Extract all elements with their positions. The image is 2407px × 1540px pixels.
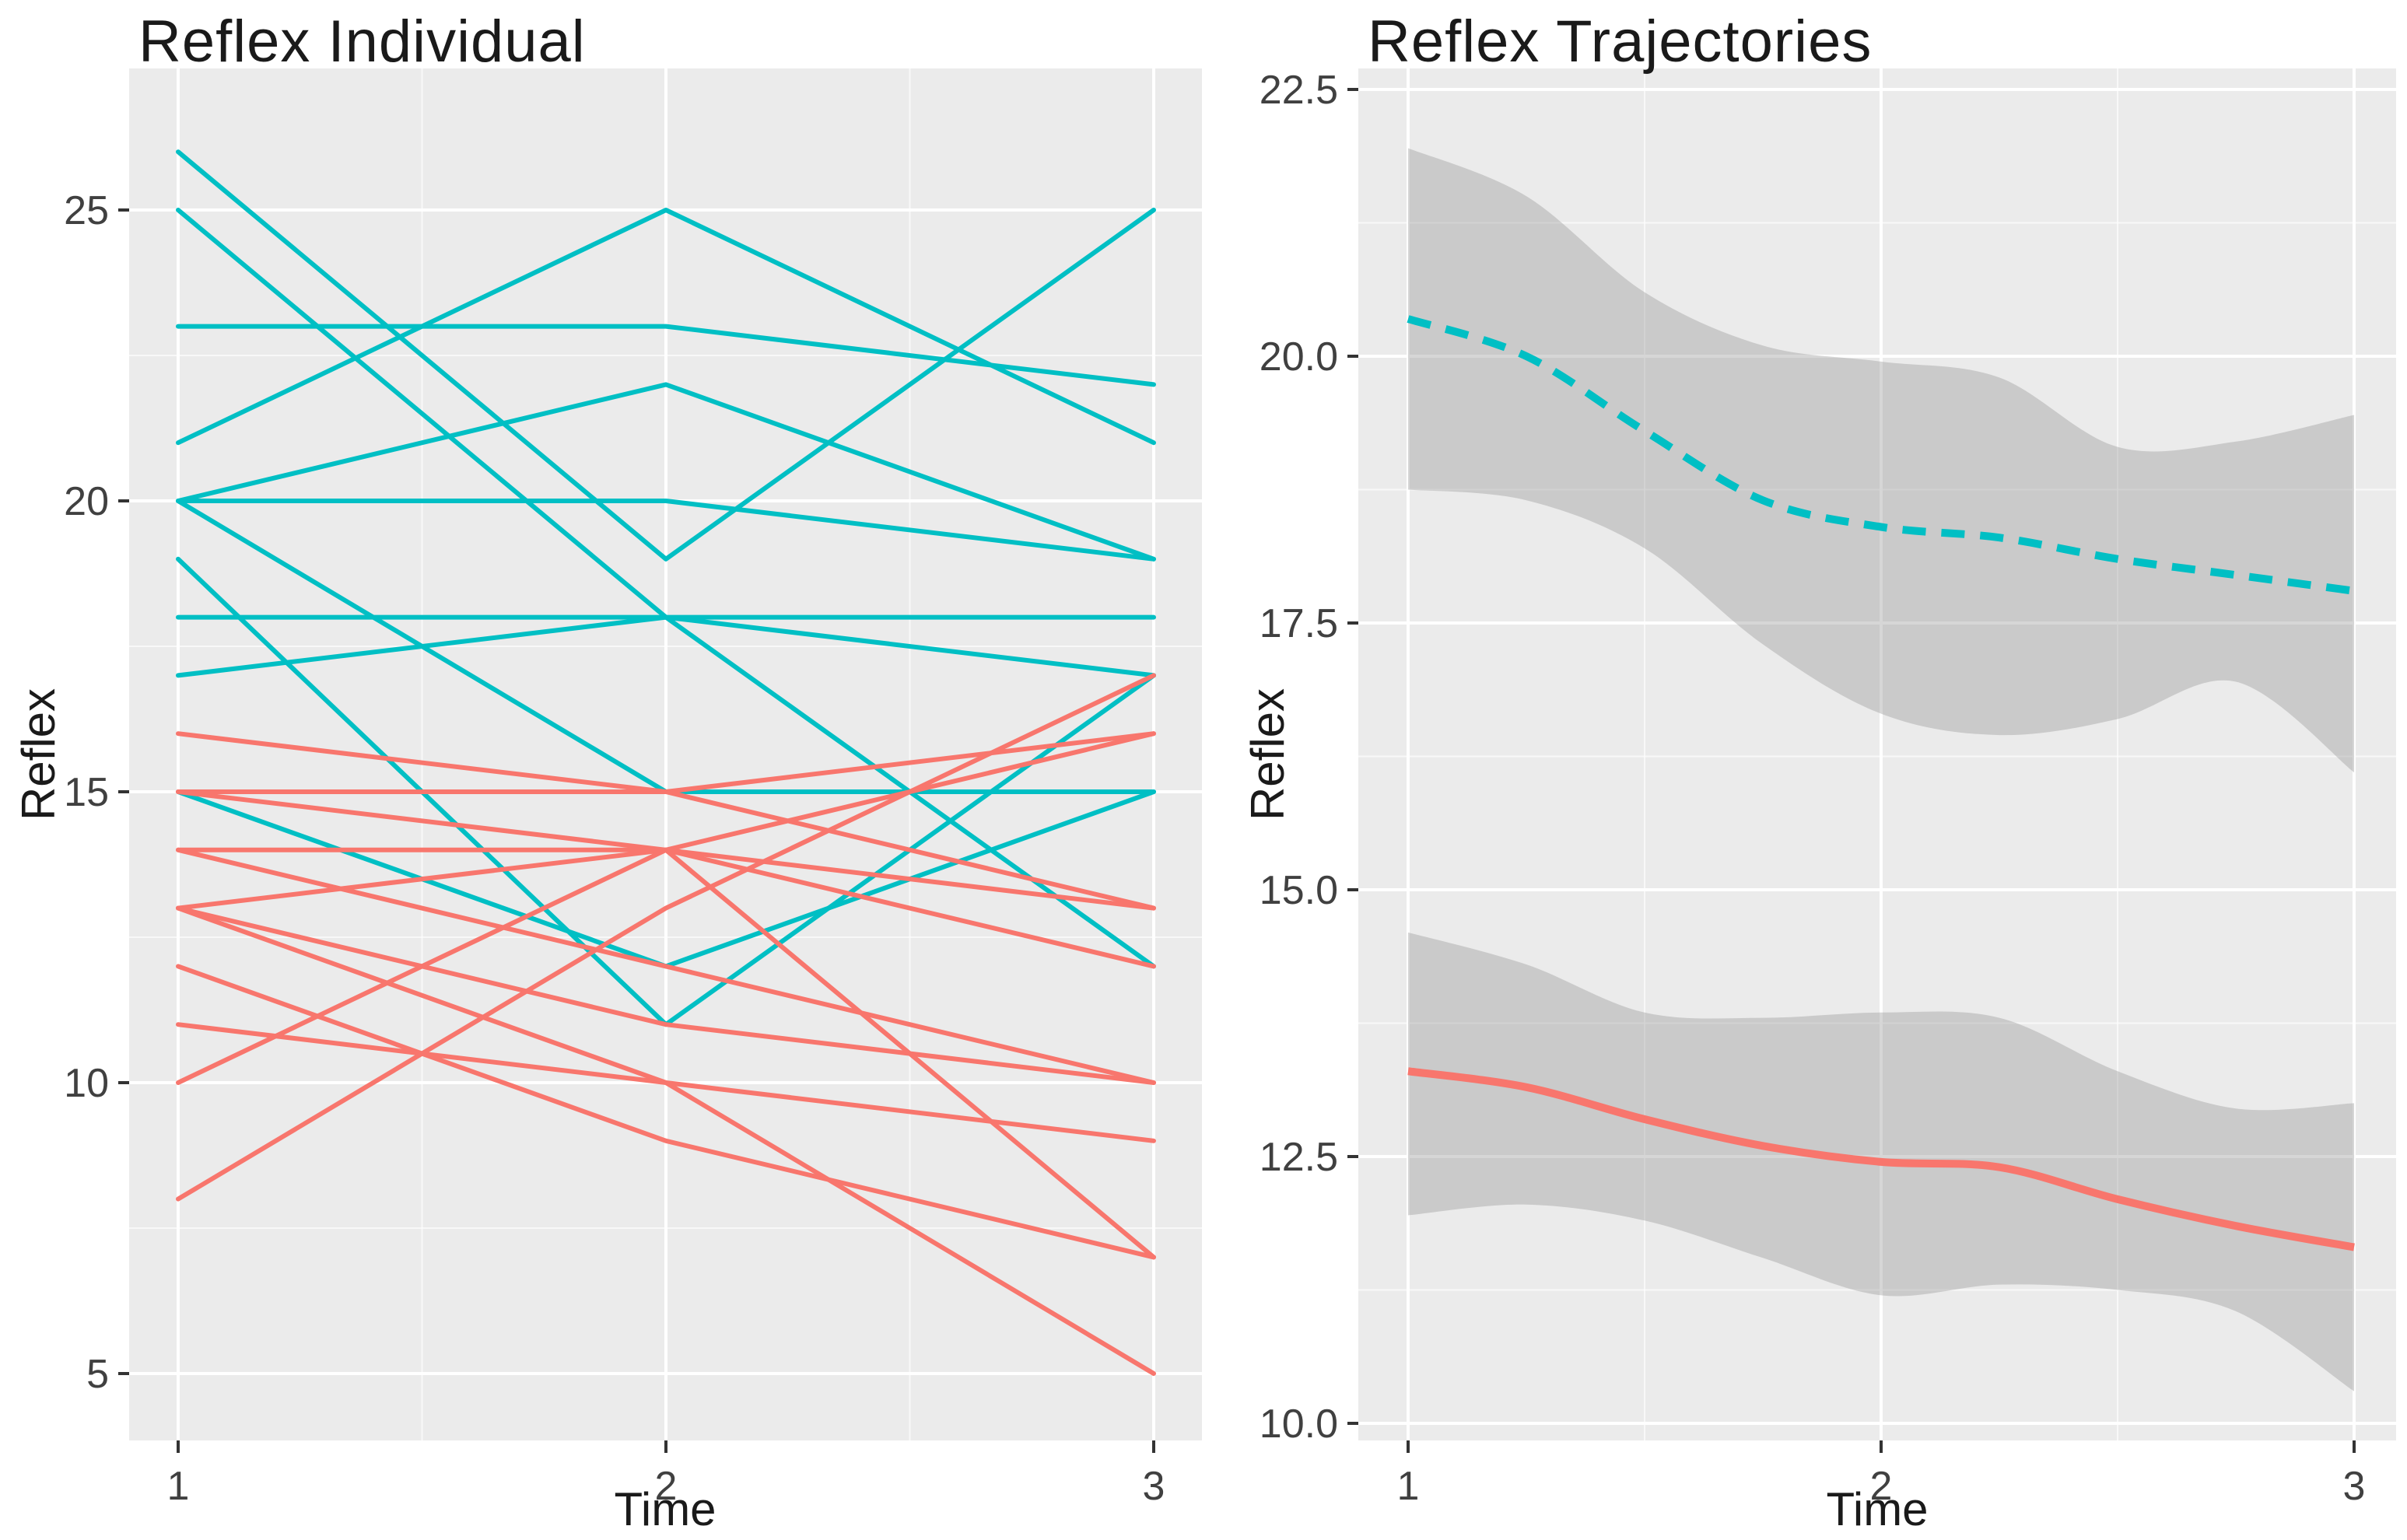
individual-trajectory-red: [176, 964, 1156, 1260]
y-tick-label: 25: [64, 188, 109, 233]
x-tick-label: 3: [1143, 1464, 1165, 1509]
y-tick-label: 20.0: [1260, 334, 1338, 380]
y-axis-title-right: Reflex: [1242, 688, 1294, 821]
individual-trajectory-teal: [176, 382, 1156, 562]
y-tick-label: 17.5: [1260, 601, 1338, 646]
y-axis-title-left: Reflex: [12, 688, 65, 821]
confidence-ribbon-teal: [1408, 148, 2354, 773]
y-tick-label: 10: [64, 1061, 109, 1106]
y-tick-label: 10.0: [1260, 1402, 1338, 1447]
mean-curve-red: [1407, 1067, 2355, 1251]
individual-trajectory-red: [176, 847, 1156, 1260]
plot-title-left: Reflex Individual: [138, 9, 586, 75]
individual-trajectory-teal: [176, 149, 1156, 562]
panel-background: [1358, 68, 2396, 1440]
plot-title-right: Reflex Trajectories: [1368, 9, 1873, 75]
x-tick-label: 2: [655, 1464, 678, 1509]
individual-trajectory-red: [176, 905, 1156, 1085]
panel-group-trajectories: 10.0 12.5 15.0 17.5 20.0 22.5 1 2 3: [1260, 68, 2396, 1509]
panel-group-individual: 5 10 15 20 25 1 2 3: [64, 68, 1202, 1509]
x-axis-title-right: Time: [1826, 1483, 1929, 1535]
individual-trajectory-teal: [176, 614, 1156, 678]
x-tick-label: 3: [2343, 1464, 2366, 1509]
y-tick-label: 15.0: [1260, 868, 1338, 913]
individual-trajectory-red: [176, 673, 1156, 1202]
y-tick-label: 22.5: [1260, 68, 1338, 113]
y-tick-label: 15: [64, 770, 109, 815]
x-axis-title-left: Time: [614, 1483, 716, 1535]
x-tick-label: 1: [1397, 1464, 1420, 1509]
mean-curve-teal: [1407, 315, 2355, 595]
individual-trajectory-teal: [176, 499, 1156, 562]
x-tick-label: 1: [167, 1464, 190, 1509]
x-tick-label: 2: [1870, 1464, 1893, 1509]
y-tick-label: 5: [86, 1352, 109, 1397]
individual-trajectory-teal: [176, 208, 1156, 446]
y-tick-label: 12.5: [1260, 1135, 1338, 1180]
y-tick-label: 20: [64, 479, 109, 524]
